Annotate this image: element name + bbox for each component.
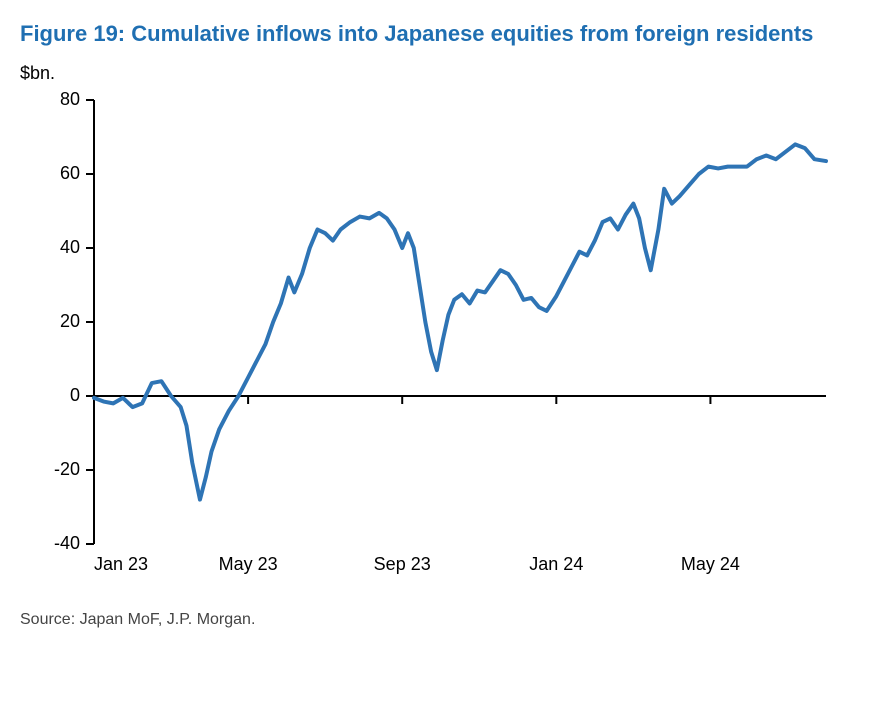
- figure-title: Figure 19: Cumulative inflows into Japan…: [20, 20, 840, 49]
- line-chart: -40 -20 0 20 40 60 80 Jan 23 May 23 Sep 23 Jan 24 M…: [20, 90, 840, 590]
- y-axis-unit-label: $bn.: [20, 63, 858, 84]
- svg-text:40: 40: [60, 236, 80, 256]
- svg-text:0: 0: [70, 384, 80, 404]
- svg-text:20: 20: [60, 310, 80, 330]
- chart-container: -40 -20 0 20 40 60 80 Jan 23 May 23 Sep 23 Jan 24 M…: [20, 90, 840, 595]
- svg-text:Sep 23: Sep 23: [374, 554, 431, 574]
- svg-text:80: 80: [60, 90, 80, 109]
- svg-text:Jan 24: Jan 24: [529, 554, 583, 574]
- svg-text:May 23: May 23: [219, 554, 278, 574]
- svg-text:May 24: May 24: [681, 554, 740, 574]
- svg-text:-20: -20: [54, 458, 80, 478]
- svg-text:Jan 23: Jan 23: [94, 554, 148, 574]
- svg-text:-40: -40: [54, 532, 80, 552]
- source-text: Source: Japan MoF, J.P. Morgan.: [20, 611, 858, 629]
- svg-text:60: 60: [60, 162, 80, 182]
